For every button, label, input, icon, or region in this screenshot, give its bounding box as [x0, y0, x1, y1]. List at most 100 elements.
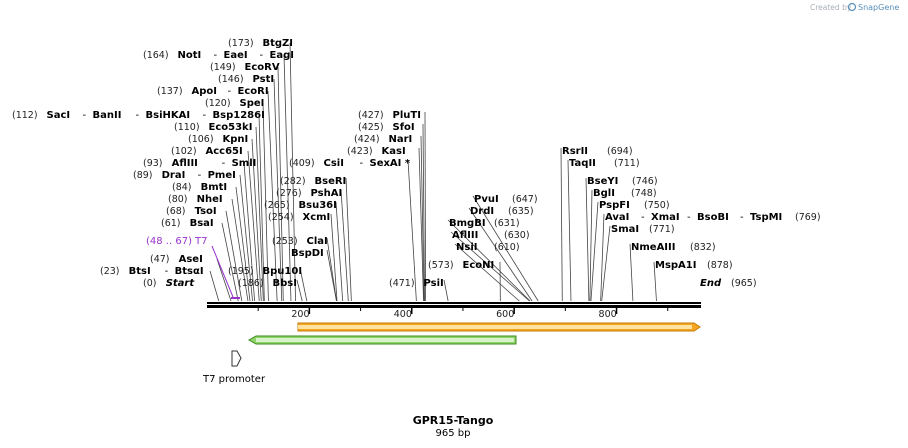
cut-site-leader [450, 231, 530, 302]
cut-site-position: (61) [161, 218, 181, 229]
cut-site-saci[interactable]: (112) SacI - BanII - BsiHKAI - Bsp1286I [12, 110, 265, 121]
enzyme-name: Start [166, 278, 196, 289]
cut-site-eco53ki[interactable]: (110) Eco53kI [174, 122, 252, 133]
cut-site-leader [424, 111, 426, 302]
enzyme-name: PluTI [393, 110, 421, 121]
t7-promoter-arrow-icon[interactable] [231, 350, 242, 367]
cut-site-position: (878) [707, 260, 733, 271]
cut-site-leader [560, 147, 563, 302]
cut-site-separator: - [222, 158, 226, 169]
cut-site-position: (276) [276, 188, 302, 199]
credit-prefix: Created by [810, 3, 852, 12]
cut-site-separator: - [83, 110, 87, 121]
cut-site-leader [472, 195, 539, 302]
cut-site-pluti[interactable]: (427) PluTI [358, 110, 421, 121]
cut-site-position: (748) [631, 188, 657, 199]
cut-site-bgli[interactable]: BglI (748) [593, 188, 657, 199]
cut-site-sfoi[interactable]: (425) SfoI [358, 122, 415, 133]
enzyme-name: NmeAIII [631, 242, 675, 253]
cut-site-leader [653, 261, 657, 302]
cut-site-clai[interactable]: (253) ClaI [272, 236, 328, 247]
cut-site-btsi[interactable]: (23) BtsI - BtsαI [100, 266, 204, 277]
cut-site-spei[interactable]: (120) SpeI [205, 98, 264, 109]
cut-site-end[interactable]: End (965) [700, 278, 757, 289]
cut-site-nsii[interactable]: NsiI (610) [456, 242, 520, 253]
cut-site-tsoi[interactable]: (68) TsoI [166, 206, 217, 217]
cut-site-position: (173) [228, 38, 254, 49]
cut-site-afliii[interactable]: (93) AflIII - SmlI [143, 158, 256, 169]
cut-site-nmeaiii[interactable]: NmeAIII (832) [631, 242, 716, 253]
cut-site-bsai[interactable]: (61) BsaI [161, 218, 214, 229]
cut-site-position: (750) [644, 200, 670, 211]
cut-site-asei[interactable]: (47) AseI [150, 254, 203, 265]
cut-site-nhei[interactable]: (80) NheI [168, 194, 223, 205]
cut-site-leader [283, 54, 292, 302]
enzyme-name: XcmI [303, 212, 331, 223]
cut-site-drdi[interactable]: DrdI (635) [470, 206, 534, 217]
cut-site-position: (424) [354, 134, 380, 145]
cut-site-pspfi[interactable]: PspFI (750) [599, 200, 670, 211]
cut-site-pshai[interactable]: (276) PshAI [276, 188, 342, 199]
enzyme-name: XmaI [651, 212, 680, 223]
cut-site-avai[interactable]: AvaI - XmaI - BsoBI - TspMI (769) [605, 212, 821, 223]
cut-site-bmgbi[interactable]: BmgBI (631) [449, 218, 520, 229]
cut-site-start[interactable]: (0) Start [143, 278, 195, 289]
cut-site-leader [330, 213, 338, 302]
cut-site-kpni[interactable]: (106) KpnI [188, 134, 248, 145]
t7-primer-range: (48 .. 67) [146, 236, 192, 247]
enzyme-name: KasI [382, 146, 406, 157]
cut-site-bbsi[interactable]: (186) BbsI [238, 278, 297, 289]
cut-site-bseri[interactable]: (282) BseRI [280, 176, 346, 187]
cut-site-leader [209, 270, 220, 302]
cut-site-csii[interactable]: (409) CsiI - SexAI * [289, 158, 411, 169]
cut-site-btgzi[interactable]: (173) BtgZI [228, 38, 293, 49]
cut-site-position: (80) [168, 194, 188, 205]
cut-site-leader [600, 213, 605, 302]
cut-site-nari[interactable]: (424) NarI [354, 134, 412, 145]
cut-site-leader [289, 42, 296, 302]
cut-site-econi[interactable]: (573) EcoNI [428, 260, 494, 271]
cut-site-leader [589, 189, 593, 302]
cut-site-pvui[interactable]: PvuI (647) [474, 194, 538, 205]
cut-site-acc65i[interactable]: (102) Acc65I [171, 146, 243, 157]
cut-site-leader [247, 150, 260, 302]
cut-site-mspa1i[interactable]: MspA1I (878) [655, 260, 733, 271]
cut-site-leader [590, 201, 599, 302]
enzyme-name: EcoNI [463, 260, 495, 271]
cut-site-drai[interactable]: (89) DraI - PmeI [133, 170, 236, 181]
cut-site-rsrii[interactable]: RsrII (694) [562, 146, 633, 157]
cut-site-bsu36i[interactable]: (265) Bsu36I [264, 200, 337, 211]
enzyme-name: BtgZI [263, 38, 294, 49]
cut-site-separator: - [687, 212, 691, 223]
cut-site-position: (423) [347, 146, 373, 157]
cut-site-bspdi[interactable]: BspDI [291, 248, 324, 259]
cut-site-kasi[interactable]: (423) KasI [347, 146, 406, 157]
cut-site-xcmi[interactable]: (254) XcmI [268, 212, 330, 223]
cut-site-position: (106) [188, 134, 214, 145]
cut-site-leader [267, 90, 278, 302]
cut-site-leader [225, 210, 243, 302]
cut-site-ecorv[interactable]: (149) EcoRV [210, 62, 280, 73]
green-feature-highlight [256, 338, 514, 342]
cut-site-noti[interactable]: (164) NotI - EaeI - EagI [143, 50, 294, 61]
enzyme-name: BtsI [129, 266, 151, 277]
cut-site-leader [407, 159, 417, 302]
cut-site-smai[interactable]: SmaI (771) [611, 224, 675, 235]
cut-site-bpu10i[interactable]: (195) Bpu10I [228, 266, 302, 277]
cut-site-afliii[interactable]: AflIII (630) [452, 230, 530, 241]
cut-site-position: (965) [731, 278, 757, 289]
cut-site-leader [296, 279, 303, 302]
cut-site-apoi[interactable]: (137) ApoI - EcoRI [157, 86, 269, 97]
cut-site-psii[interactable]: (471) PsiI [389, 278, 444, 289]
cut-site-bmti[interactable]: (84) BmtI [172, 182, 227, 193]
enzyme-name: EagI [270, 50, 294, 61]
cut-site-position: (425) [358, 122, 384, 133]
credit-brand: SnapGene [858, 3, 899, 12]
sequence-backbone-top [207, 302, 701, 304]
cut-site-psti[interactable]: (146) PstI [218, 74, 274, 85]
enzyme-name: SmaI [611, 224, 639, 235]
cut-site-taqii[interactable]: TaqII (711) [569, 158, 640, 169]
cut-site-bseyi[interactable]: BseYI (746) [587, 176, 658, 187]
enzyme-name: BsoBI [697, 212, 729, 223]
